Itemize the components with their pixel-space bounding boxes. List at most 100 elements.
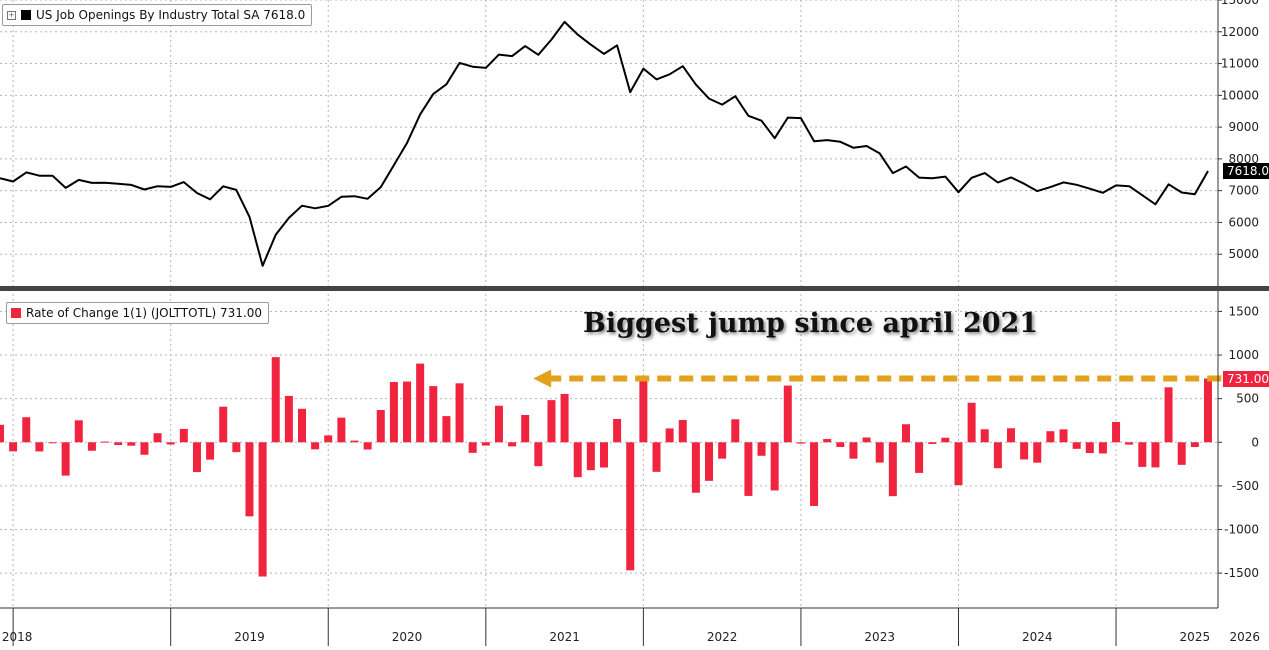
- bar: [586, 442, 595, 471]
- bar: [9, 442, 18, 452]
- bar: [534, 442, 543, 467]
- line-last-value-flag: 7618.0: [1223, 163, 1269, 180]
- bar: [219, 406, 228, 443]
- x-tick-label: 2018: [2, 630, 33, 644]
- bar: [928, 442, 937, 445]
- bar: [363, 442, 372, 450]
- y-tick-label-top: 8000: [1228, 152, 1259, 166]
- bar: [718, 442, 727, 459]
- bar: [153, 433, 162, 443]
- bar: [1072, 442, 1081, 449]
- bar: [941, 437, 950, 443]
- expand-icon[interactable]: +: [7, 10, 16, 20]
- bar: [783, 385, 792, 443]
- x-tick-label: 2022: [707, 630, 738, 644]
- bar: [744, 442, 753, 496]
- bar: [1033, 442, 1042, 463]
- y-tick-label-bottom: 500: [1236, 392, 1259, 406]
- x-tick-label: 2024: [1022, 630, 1053, 644]
- y-tick-label-bottom: 0: [1251, 435, 1259, 449]
- y-tick-label-top: 13000: [1221, 0, 1259, 7]
- bar: [665, 428, 674, 443]
- bar: [206, 442, 215, 460]
- bar: [324, 435, 333, 443]
- bar: [350, 440, 359, 443]
- bar: [731, 419, 740, 443]
- top-legend-label: US Job Openings By Industry Total SA 761…: [36, 8, 306, 22]
- bar: [993, 442, 1002, 469]
- bar: [1007, 428, 1016, 443]
- bar: [967, 402, 976, 443]
- bar: [192, 442, 201, 473]
- bar: [140, 442, 149, 455]
- bar: [599, 442, 608, 468]
- x-tick-label: 2023: [864, 630, 895, 644]
- bar: [311, 442, 320, 450]
- bar: [455, 383, 464, 443]
- bar: [0, 424, 4, 443]
- bar: [271, 357, 280, 443]
- bottom-legend: Rate of Change 1(1) (JOLTTOTL) 731.00: [6, 302, 270, 324]
- bar: [1190, 442, 1199, 447]
- bar-last-value-flag: 731.00: [1223, 370, 1269, 387]
- bar: [796, 442, 805, 444]
- bar: [678, 420, 687, 443]
- bar: [1046, 431, 1055, 443]
- x-tick-label: 2020: [392, 630, 423, 644]
- bar-swatch-icon: [11, 308, 21, 318]
- bar: [1020, 442, 1029, 460]
- x-tick-label: 2026: [1230, 630, 1261, 644]
- bar: [626, 442, 635, 571]
- job-openings-line: [0, 20, 1209, 267]
- bar: [114, 442, 123, 445]
- bar: [980, 429, 989, 443]
- bar: [613, 418, 622, 443]
- bar: [127, 442, 136, 446]
- bar: [258, 442, 267, 577]
- bar: [35, 442, 44, 452]
- bar: [416, 363, 425, 443]
- bar: [888, 442, 897, 497]
- bar: [705, 442, 714, 481]
- bar: [179, 428, 188, 443]
- bar: [481, 442, 490, 446]
- x-tick-label: 2025: [1180, 630, 1211, 644]
- bar: [954, 442, 963, 486]
- bar: [823, 439, 832, 443]
- reference-arrow: [533, 369, 1269, 388]
- bar: [901, 424, 910, 443]
- bar: [810, 442, 819, 506]
- bar: [521, 414, 530, 443]
- bar: [1138, 442, 1147, 467]
- bar: [48, 442, 57, 444]
- bar: [915, 442, 924, 473]
- bar: [297, 408, 306, 443]
- bar: [1125, 442, 1134, 445]
- bar: [1151, 442, 1160, 468]
- y-tick-label-top: 9000: [1228, 120, 1259, 134]
- y-tick-label-top: 10000: [1221, 88, 1259, 102]
- arrow-head-icon: [533, 369, 552, 388]
- bar: [284, 395, 293, 443]
- y-tick-label-bottom: -1000: [1224, 523, 1259, 537]
- bar: [22, 417, 31, 443]
- bar: [573, 442, 582, 478]
- bar: [376, 410, 385, 443]
- bar: [862, 437, 871, 443]
- line-swatch-icon: [21, 10, 31, 20]
- bar: [337, 417, 346, 443]
- top-grid: [0, 0, 1218, 286]
- bar: [508, 442, 517, 447]
- y-tick-label-bottom: 1000: [1228, 348, 1259, 362]
- x-tick-label: 2019: [234, 630, 265, 644]
- bar: [74, 420, 83, 443]
- y-tick-label-bottom: -1500: [1224, 566, 1259, 580]
- bar: [245, 442, 254, 517]
- bar: [1112, 421, 1121, 443]
- bar: [101, 441, 110, 443]
- bar: [547, 400, 556, 443]
- bar: [560, 393, 569, 443]
- bar: [652, 442, 661, 472]
